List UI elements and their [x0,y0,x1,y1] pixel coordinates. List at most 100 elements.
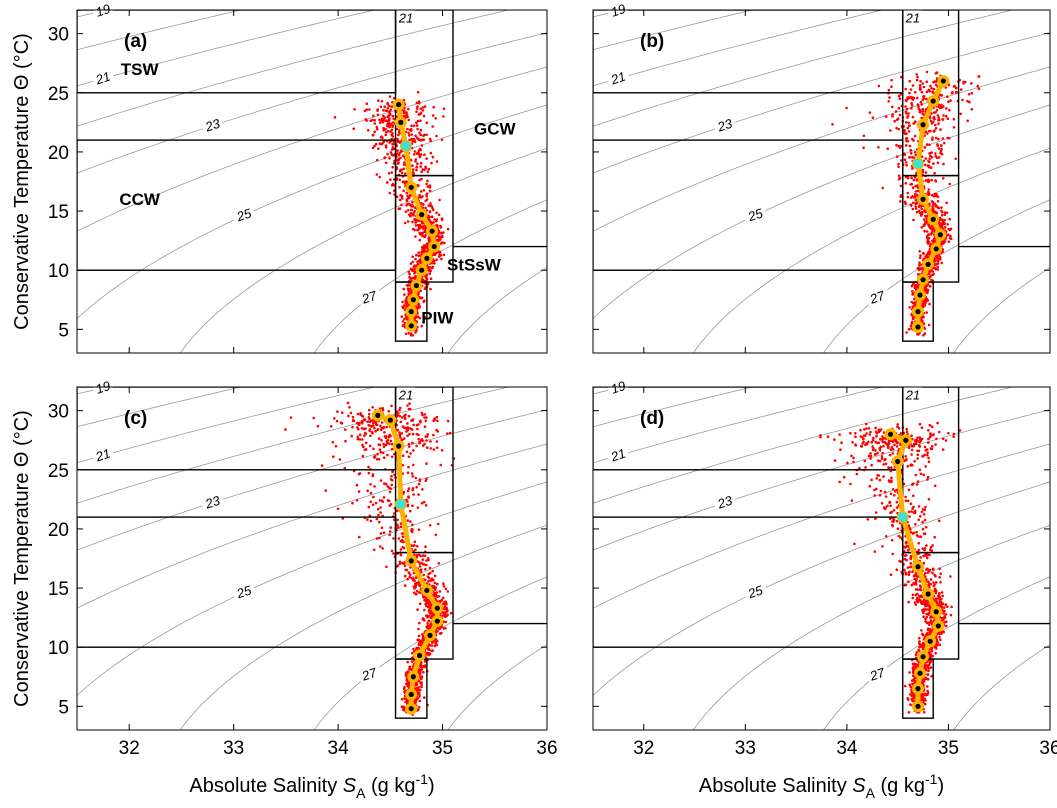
scatter-point [416,545,419,548]
scatter-point [419,133,423,137]
scatter-point [424,226,427,230]
scatter-point [913,150,917,154]
scatter-point [406,670,410,674]
scatter-point [913,284,917,288]
scatter-point [419,663,423,667]
scatter-point [922,305,925,309]
scatter-point [392,117,396,121]
scatter-point [898,559,901,563]
scatter-point [932,237,936,241]
profile-marker-center [940,78,946,84]
scatter-point [905,144,908,147]
scatter-point [365,108,369,111]
scatter-point [402,189,405,192]
scatter-point [907,112,910,115]
scatter-point [970,91,974,95]
scatter-point [924,157,928,160]
scatter-point [919,515,922,518]
scatter-point [917,542,920,545]
scatter-point [390,455,394,459]
scatter-point [404,301,408,305]
scatter-point [918,86,922,90]
scatter-point [911,84,915,87]
scatter-point [415,686,419,690]
scatter-point [416,315,420,319]
scatter-point [425,559,428,562]
scatter-point [940,261,943,265]
scatter-point [896,117,900,120]
scatter-point [910,106,913,110]
scatter-point [930,447,934,451]
y-tick-label: 30 [48,25,69,46]
scatter-point [840,441,843,445]
scatter-point [392,184,396,187]
scatter-point [934,591,938,595]
scatter-point [421,636,425,639]
scatter-point [362,445,365,449]
scatter-point [428,524,432,527]
scatter-point [413,579,416,582]
scatter-point [316,424,320,428]
scatter-point [412,168,415,171]
scatter-point [404,210,408,213]
profile-marker-center [431,243,437,250]
scatter-point [910,313,913,317]
mixed-layer-point [401,141,411,152]
scatter-point [380,100,384,103]
scatter-point [427,579,430,583]
scatter-point [390,128,394,132]
scatter-point [931,229,934,233]
scatter-point [406,679,409,683]
scatter-point [912,505,915,509]
scatter-point [417,560,420,564]
scatter-point [933,129,936,132]
scatter-point [421,554,425,557]
scatter-point [929,578,933,581]
scatter-point [388,530,392,533]
contour-label-21-top: 21 [398,387,413,402]
scatter-point [412,647,415,651]
profile-marker-center [920,122,926,128]
scatter-point [912,669,915,673]
scatter-point [431,155,435,159]
scatter-point [363,448,367,452]
plot-area [77,10,547,353]
x-axis-title: Absolute Salinity SA (g kg-1) [189,771,434,801]
scatter-point [952,117,956,121]
x-tick-label: 34 [328,738,350,759]
scatter-point [417,437,421,441]
scatter-point [416,260,419,264]
scatter-point [913,192,917,196]
density-contour-23 [593,409,1050,551]
scatter-point [955,90,958,94]
scatter-point [410,276,414,280]
scatter-point [954,157,957,161]
scatter-point [911,115,915,119]
scatter-point [425,157,428,160]
scatter-point [415,485,419,489]
scatter-point [414,221,417,224]
water-mass-label-piw: PIW [421,309,454,328]
scatter-point [409,333,413,337]
scatter-point [928,553,931,557]
scatter-point [420,501,424,505]
scatter-point [377,458,381,461]
scatter-point [418,178,421,182]
density-contour-24 [593,443,1050,609]
scatter-point [375,517,379,521]
scatter-point [854,432,857,435]
scatter-point [849,431,852,435]
scatter-point [385,425,389,429]
scatter-point [926,236,929,240]
scatter-point [389,478,393,481]
scatter-point [406,287,410,291]
scatter-point [432,105,436,109]
water-mass-box-piw [394,658,428,719]
scatter-point [439,224,442,228]
scatter-point [426,651,430,655]
scatter-point [928,157,931,160]
scatter-point [423,316,427,319]
scatter-point [916,588,919,591]
scatter-point [915,73,918,76]
scatter-point [406,699,409,702]
